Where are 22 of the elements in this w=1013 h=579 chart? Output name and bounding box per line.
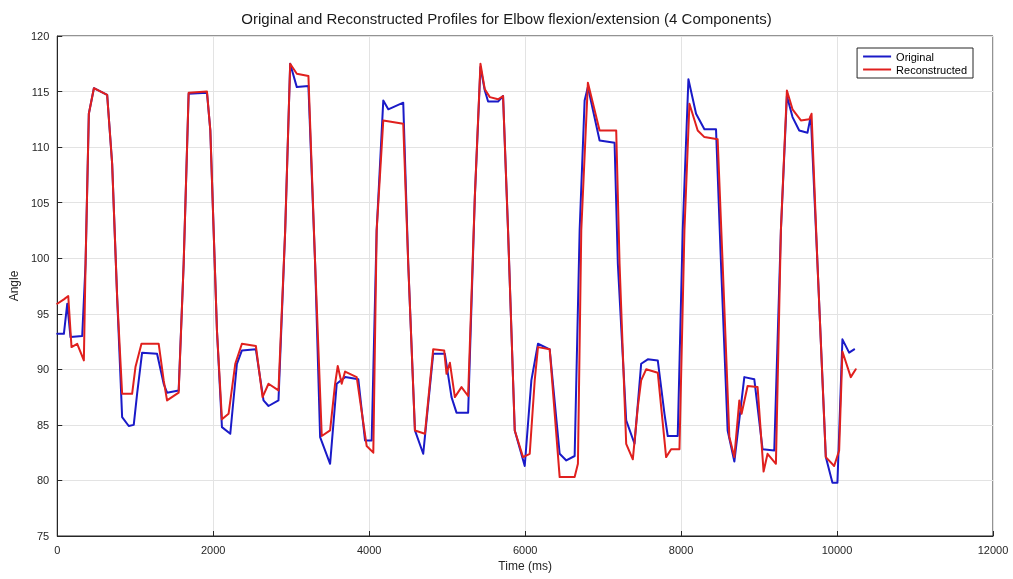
y-tick-label: 110 [31,141,50,154]
legend-label: Original [896,50,934,63]
y-tick-label: 100 [30,252,50,265]
y-tick-label: 95 [37,307,50,320]
y-tick-label: 105 [30,196,50,209]
y-tick-label: 85 [37,418,50,431]
x-tick-label: 0 [54,543,61,556]
x-axis-title: Time (ms) [498,558,552,573]
x-tick-label: 6000 [512,543,538,556]
chart-title: Original and Reconstructed Profiles for Elbow flexion/extension (4 Components) [241,10,772,27]
y-tick-label: 115 [31,85,50,98]
x-tick-label: 10000 [821,543,853,556]
y-tick-label: 75 [37,530,50,542]
legend-label: Reconstructed [896,63,968,76]
x-tick-label: 4000 [356,543,382,556]
y-axis-title: Angle [7,270,21,302]
y-tick-label: 80 [37,474,50,487]
x-tick-label: 12000 [977,543,1009,556]
x-tick-label: 8000 [668,543,694,556]
y-tick-label: 120 [30,30,50,42]
x-tick-label: 2000 [200,543,226,556]
y-tick-label: 90 [37,363,50,376]
